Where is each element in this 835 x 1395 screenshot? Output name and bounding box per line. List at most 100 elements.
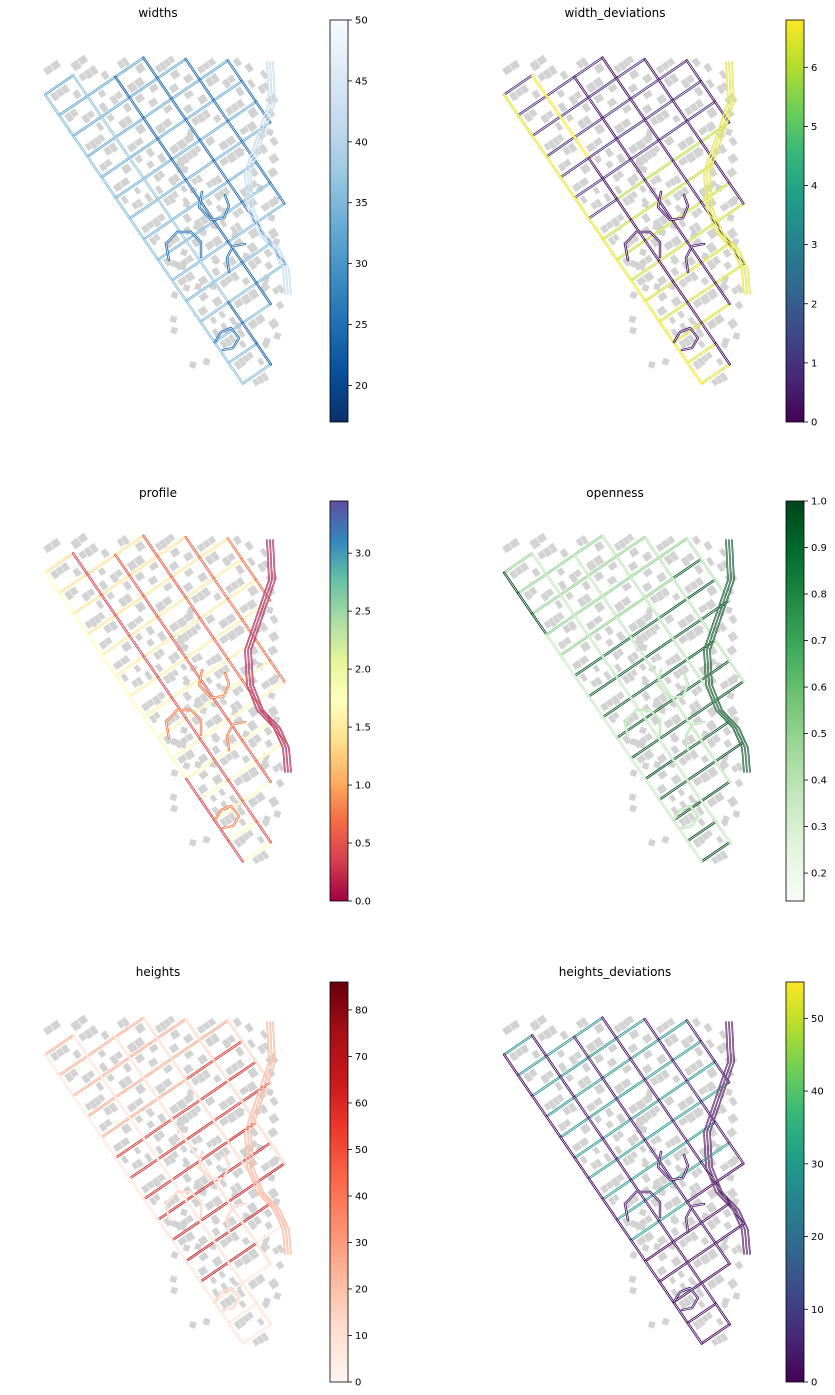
- building: [97, 567, 107, 576]
- street-centerline: [171, 678, 201, 699]
- building: [678, 218, 687, 228]
- street-centerline: [241, 1040, 257, 1063]
- colorbar-tick-label: 0.7: [811, 636, 827, 647]
- building: [540, 591, 550, 602]
- building: [257, 357, 265, 366]
- street-centerline: [199, 1099, 215, 1122]
- street-centerline: [58, 1074, 74, 1097]
- street-centerline: [247, 539, 289, 773]
- street-centerline: [616, 657, 646, 678]
- street-centerline: [143, 117, 159, 140]
- building: [215, 682, 224, 691]
- building: [691, 535, 701, 546]
- street-centerline: [616, 616, 632, 638]
- building: [232, 1017, 242, 1028]
- street-centerline: [602, 98, 631, 119]
- street-centerline: [560, 1076, 575, 1098]
- street-centerline: [700, 122, 730, 142]
- building: [706, 106, 718, 119]
- building: [197, 275, 209, 286]
- building: [673, 1134, 682, 1144]
- building: [640, 154, 649, 164]
- building: [726, 705, 738, 718]
- street-centerline: [87, 156, 102, 178]
- street-centerline: [644, 100, 674, 120]
- building: [182, 283, 191, 292]
- building: [201, 587, 212, 598]
- building: [233, 360, 243, 370]
- building: [630, 1150, 638, 1159]
- street-centerline: [687, 760, 716, 781]
- building: [610, 1177, 621, 1188]
- building: [272, 715, 281, 724]
- building: [260, 372, 270, 382]
- building: [543, 1102, 552, 1111]
- building: [592, 615, 603, 625]
- street-centerline: [185, 1200, 201, 1222]
- street-centerline: [228, 302, 243, 324]
- building: [592, 664, 601, 673]
- street-centerline: [673, 341, 688, 364]
- street-centerline: [531, 116, 561, 137]
- building: [656, 783, 668, 795]
- street-centerline: [714, 1121, 730, 1144]
- street-centerline: [199, 719, 229, 740]
- building: [182, 1160, 191, 1169]
- building: [194, 145, 202, 153]
- building: [72, 1049, 82, 1060]
- street-centerline: [673, 1282, 702, 1303]
- street-centerline: [714, 161, 730, 184]
- street-centerline: [129, 1098, 159, 1119]
- building: [182, 761, 191, 770]
- street-centerline: [228, 362, 244, 384]
- building: [621, 674, 631, 685]
- building: [263, 248, 273, 258]
- building: [135, 676, 144, 686]
- building: [582, 115, 592, 126]
- building: [672, 1074, 681, 1083]
- street-centerline: [87, 136, 116, 157]
- building: [236, 328, 246, 338]
- street-centerline: [185, 1079, 201, 1101]
- street-centerline: [673, 800, 702, 821]
- building: [617, 539, 627, 549]
- building: [112, 659, 124, 670]
- building: [162, 674, 172, 685]
- building: [648, 626, 658, 636]
- building: [723, 1221, 733, 1231]
- building: [616, 1173, 625, 1182]
- street-centerline: [686, 1061, 716, 1082]
- building: [218, 788, 226, 797]
- building: [197, 783, 209, 795]
- building: [148, 83, 159, 93]
- street-centerline: [673, 1287, 699, 1311]
- street-centerline: [588, 97, 603, 119]
- building: [686, 256, 697, 267]
- street-centerline: [185, 597, 201, 619]
- street-centerline: [715, 1223, 744, 1244]
- street-centerline: [672, 80, 702, 101]
- street-centerline: [157, 179, 187, 200]
- building: [629, 1219, 638, 1228]
- street-centerline: [199, 200, 215, 222]
- building: [579, 1123, 592, 1135]
- building: [716, 1317, 724, 1326]
- building: [242, 1314, 250, 1323]
- street-centerline: [560, 1136, 576, 1159]
- building: [698, 1085, 709, 1096]
- street-centerline: [714, 681, 744, 702]
- street-centerline: [687, 282, 716, 303]
- street-centerline: [171, 260, 201, 281]
- colorbar-tick-label: 40: [355, 1191, 368, 1202]
- building: [210, 1137, 218, 1147]
- street-map: [43, 54, 292, 387]
- building: [185, 1111, 194, 1121]
- building: [621, 582, 632, 592]
- building: [592, 1097, 603, 1107]
- building: [616, 691, 625, 700]
- building: [680, 556, 691, 567]
- building: [705, 78, 715, 89]
- street-centerline: [701, 841, 731, 862]
- street-centerline: [685, 243, 705, 273]
- street-centerline: [185, 160, 215, 181]
